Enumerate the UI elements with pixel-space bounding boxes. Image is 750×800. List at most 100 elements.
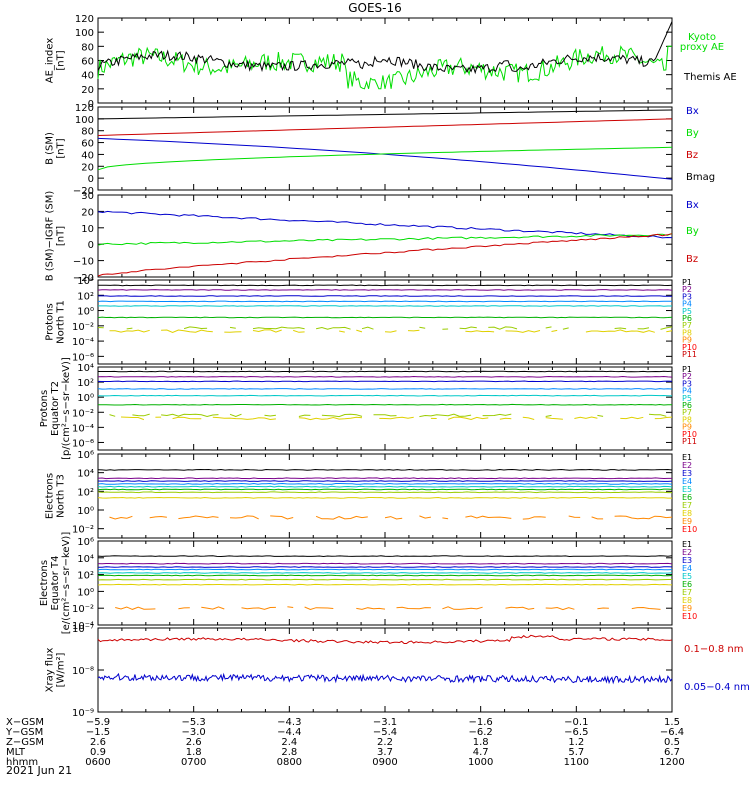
y-tick-label: −20 <box>73 273 94 284</box>
ephemeris-cell: 2.4 <box>281 737 297 748</box>
y-tick-label: 10⁰ <box>77 587 94 598</box>
panel-protons-t1-channel-8 <box>109 329 673 333</box>
legend-e4: E4 <box>682 477 692 486</box>
y-tick-label: 10⁻⁸ <box>72 666 94 677</box>
panel-protons-t1-channel-1 <box>97 284 673 287</box>
y-axis-label: B (SM)−IGRF (SM) <box>45 191 56 282</box>
series-igrf-bz <box>97 233 673 277</box>
ephemeris-cell: 6.7 <box>664 747 680 758</box>
series-xray-short <box>97 672 673 685</box>
ephemeris-cell: 0700 <box>181 757 206 768</box>
legend-e5: E5 <box>682 485 692 494</box>
y-axis-label: [e/(cm²−s−sr−keV)] <box>61 532 72 635</box>
panel-protons-t2-channel-4 <box>97 388 673 390</box>
legend-xray-long: 0.1−0.8 nm <box>684 644 743 655</box>
ephemeris-row-label: X−GSM <box>6 717 44 728</box>
legend-e6: E6 <box>682 493 692 502</box>
ephemeris-cell: 1.8 <box>186 747 202 758</box>
panel-protons-t2-channel-7 <box>109 413 667 418</box>
series-bz <box>97 118 673 136</box>
y-tick-label: 10⁻⁹ <box>72 708 94 719</box>
ephemeris-cell: −5.4 <box>373 727 397 738</box>
ephemeris-cell: 1000 <box>468 757 493 768</box>
legend-e1: E1 <box>682 453 692 462</box>
legend-p1: P1 <box>682 278 692 287</box>
y-axis-label: Equator T2 <box>50 381 61 436</box>
legend-igrf-bz: Bz <box>686 254 698 265</box>
ephemeris-cell: 5.7 <box>568 747 584 758</box>
series-igrf-by <box>97 233 673 246</box>
y-tick-label: 0 <box>88 99 94 110</box>
ephemeris-cell: 1.8 <box>473 737 489 748</box>
panel-electrons-t3-channel-3 <box>97 480 673 482</box>
y-tick-label: 10⁻² <box>72 525 94 536</box>
ephemeris-cell: 1.2 <box>568 737 584 748</box>
panel-protons-t1-channel-7 <box>97 326 673 330</box>
y-tick-label: 40 <box>81 150 94 161</box>
ephemeris-cell: 1.5 <box>664 717 680 728</box>
ephemeris-row-label: hhmm <box>6 757 38 768</box>
y-tick-label: −20 <box>73 186 94 197</box>
panel-protons-t1: 10⁻⁶ 10⁻⁴ 10⁻² 10⁰ 10² 10⁴ Protons North T1 P1P2… <box>45 276 697 365</box>
legend-e3: E3 <box>682 469 692 478</box>
panel-electrons-t4-channel-7 <box>97 578 672 581</box>
legend-p11: P11 <box>682 437 697 446</box>
y-tick-label: 10⁰ <box>77 393 94 404</box>
ephemeris-cell: 0.5 <box>664 737 680 748</box>
y-tick-label: 10² <box>77 571 94 582</box>
y-tick-label: 60 <box>81 139 94 150</box>
y-tick-label: 100 <box>75 115 94 126</box>
legend-p5: P5 <box>682 307 692 316</box>
legend-p2: P2 <box>682 285 692 294</box>
legend-p4: P4 <box>682 387 692 396</box>
ephemeris-cell: 0600 <box>85 757 110 768</box>
y-tick-label: 100 <box>75 28 94 39</box>
legend-kyoto-proxy-ae: Kyoto <box>688 32 716 43</box>
ephemeris-row-label: Y−GSM <box>5 727 43 738</box>
panel-electrons-t4-channel-1 <box>97 555 673 558</box>
legend-p8: P8 <box>682 415 692 424</box>
series-igrf-bx <box>97 210 673 239</box>
y-tick-label: 120 <box>75 103 94 114</box>
panel-electrons-t4: 10⁻⁴ 10⁻² 10⁰ 10² 10⁴ 10⁶ Electrons Equator T4[… <box>39 532 697 635</box>
ephemeris-cell: −6.5 <box>564 727 588 738</box>
legend-e10: E10 <box>682 612 697 621</box>
legend-p8: P8 <box>682 328 692 337</box>
ephemeris-cell: −1.5 <box>86 727 110 738</box>
legend-bx: Bx <box>686 106 699 117</box>
panel-protons-t1-channel-3 <box>98 295 673 297</box>
panel-electrons-t3-channel-7 <box>97 491 672 494</box>
y-tick-label: 20 <box>81 207 94 218</box>
legend-by: By <box>686 128 699 139</box>
y-tick-label: 10⁻⁴ <box>72 337 94 348</box>
legend-kyoto-proxy-ae: proxy AE <box>680 42 724 53</box>
y-tick-label: 20 <box>81 85 94 96</box>
y-tick-label: 10⁻⁷ <box>72 624 94 635</box>
panel-protons-t2-channel-1 <box>98 370 673 373</box>
y-tick-label: 0 <box>88 240 94 251</box>
y-tick-label: 10⁻² <box>72 322 94 333</box>
legend-e7: E7 <box>682 501 692 510</box>
panel-electrons-t3-channel-2 <box>97 477 672 480</box>
ephemeris-cell: 2.8 <box>281 747 297 758</box>
y-axis-label: AE_index <box>45 38 56 84</box>
legend-e2: E2 <box>682 548 692 557</box>
panel-electrons-t4-channel-2 <box>97 562 673 565</box>
legend-p10: P10 <box>682 430 697 439</box>
panel-frame <box>97 453 673 539</box>
ephemeris-cell: 2.6 <box>90 737 106 748</box>
y-axis-label: B (SM) <box>45 132 56 165</box>
panel-protons-t1-channel-4 <box>97 300 673 303</box>
ephemeris-cell: 3.7 <box>377 747 393 758</box>
panel-protons-t2-channel-6 <box>98 403 673 406</box>
y-axis-label: Electrons <box>39 560 50 606</box>
legend-e5: E5 <box>682 572 692 581</box>
legend-p2: P2 <box>682 372 692 381</box>
ephemeris-cell: −5.9 <box>86 717 110 728</box>
panel-electrons-t4-channel-3 <box>97 566 673 568</box>
y-tick-label: 10 <box>81 224 94 235</box>
panel-protons-t2: 10⁻⁶ 10⁻⁴ 10⁻² 10⁰ 10² 10⁴ Protons Equator T2 [p… <box>39 357 697 460</box>
legend-e6: E6 <box>682 580 692 589</box>
ephemeris-cell: −4.3 <box>277 717 301 728</box>
panel-xray: 10⁻⁹ 10⁻⁸ 10⁻⁷ Xray flux [W/m²] 0.1−0.8 nm 0.0… <box>45 624 750 719</box>
